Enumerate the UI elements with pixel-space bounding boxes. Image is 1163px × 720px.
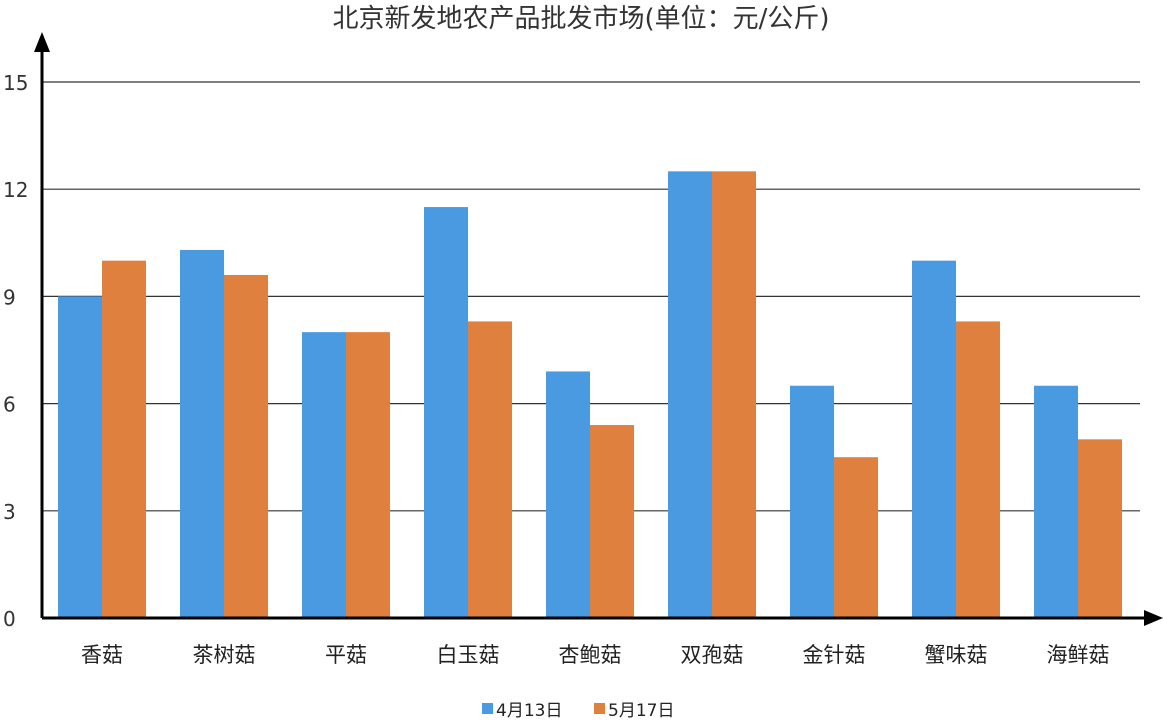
y-tick-label: 3: [3, 500, 16, 524]
bars: [58, 171, 1122, 619]
x-axis-arrow: [1144, 610, 1163, 626]
bar: [1034, 385, 1078, 618]
legend: 4月13日 5月17日: [482, 701, 674, 720]
bar: [1078, 439, 1122, 618]
x-tick-label: 双孢菇: [681, 643, 744, 667]
y-tick-label: 12: [3, 178, 28, 202]
axes: [34, 32, 1163, 626]
x-tick-label: 茶树菇: [193, 643, 256, 667]
x-tick-label: 蟹味菇: [925, 643, 988, 667]
x-tick-label: 海鲜菇: [1047, 643, 1110, 667]
bar: [180, 249, 224, 619]
bar: [668, 171, 712, 619]
bar: [58, 296, 102, 618]
legend-swatch: [482, 703, 493, 714]
x-tick-label: 香菇: [81, 643, 123, 667]
bar: [302, 332, 346, 618]
bar: [468, 321, 512, 618]
bar: [102, 260, 146, 618]
x-tick-labels: 香菇 茶树菇 平菇 白玉菇 杏鲍菇 双孢菇 金针菇 蟹味菇 海鲜菇: [81, 643, 1110, 667]
y-tick-label: 0: [3, 607, 16, 631]
bar: [912, 260, 956, 618]
bar: [790, 385, 834, 618]
bar: [590, 425, 634, 618]
legend-label: 4月13日: [496, 701, 562, 720]
x-tick-label: 金针菇: [803, 643, 866, 667]
x-tick-label: 白玉菇: [437, 643, 500, 667]
bar: [712, 171, 756, 619]
bar: [956, 321, 1000, 618]
bar: [546, 371, 590, 618]
y-axis-arrow: [34, 32, 50, 52]
bar: [834, 457, 878, 618]
bar: [346, 332, 390, 618]
bar: [224, 274, 268, 618]
x-tick-label: 杏鲍菇: [559, 643, 622, 667]
x-tick-label: 平菇: [325, 643, 367, 667]
chart-title: 北京新发地农产品批发市场(单位：元/公斤): [332, 4, 829, 34]
y-tick-labels: 0 3 6 9 12 15: [3, 71, 28, 631]
y-tick-label: 9: [3, 285, 16, 309]
legend-swatch: [594, 703, 605, 714]
bar: [424, 207, 468, 619]
legend-label: 5月17日: [608, 701, 674, 720]
y-tick-label: 6: [3, 393, 16, 417]
y-tick-label: 15: [3, 71, 28, 95]
